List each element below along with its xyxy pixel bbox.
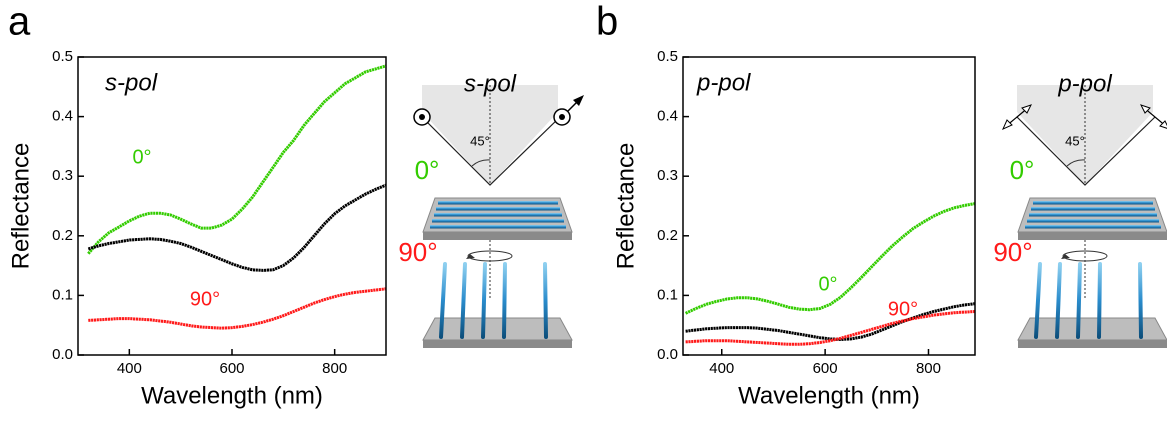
x-tick-label: 600 [219, 360, 244, 377]
series-label: 0° [132, 146, 151, 168]
x-tick-label: 800 [322, 360, 347, 377]
y-tick-label: 0.4 [657, 108, 678, 125]
series-label: 90° [888, 298, 918, 320]
plot-frame [78, 57, 386, 355]
diagram-title: p-pol [1057, 70, 1112, 97]
panel-letter: a [8, 0, 31, 44]
y-tick-label: 0.4 [52, 108, 73, 125]
y-tick-label: 0.2 [657, 227, 678, 244]
y-tick-label: 0.3 [52, 167, 73, 184]
figure: s-pol 45° 0° 90° p-pol 45° 0° 90° a b 0.… [0, 0, 1167, 423]
x-tick-label: 400 [709, 360, 734, 377]
diagram-angle: 45° [1065, 133, 1085, 148]
x-axis-title: Wavelength (nm) [141, 382, 323, 409]
plot-frame [683, 57, 975, 355]
y-axis-title: Reflectance [7, 143, 34, 270]
y-tick-label: 0.0 [657, 346, 678, 363]
data-line [686, 304, 975, 340]
x-tick-label: 600 [813, 360, 838, 377]
y-tick-label: 0.0 [52, 346, 73, 363]
data-line [88, 289, 386, 328]
diagram-angle: 45° [470, 133, 490, 148]
panel-letter: b [596, 0, 618, 44]
y-tick-label: 0.1 [52, 286, 73, 303]
series-label: 90° [190, 288, 220, 310]
y-tick-label: 0.5 [52, 48, 73, 65]
y-axis-title: Reflectance [612, 143, 639, 270]
diagram-b: p-pol 45° 0° 90° [993, 70, 1167, 348]
y-tick-label: 0.2 [52, 227, 73, 244]
x-axis-title: Wavelength (nm) [738, 382, 920, 409]
diagram-label-0: 0° [415, 155, 440, 185]
diagram-label-90: 90° [993, 237, 1032, 267]
diagram-label-0: 0° [1010, 155, 1035, 185]
diagram-label-90: 90° [398, 237, 437, 267]
y-tick-label: 0.3 [657, 167, 678, 184]
data-line [686, 204, 975, 314]
plot-title: p-pol [696, 69, 751, 96]
x-tick-label: 800 [916, 360, 941, 377]
x-tick-label: 400 [117, 360, 142, 377]
y-tick-label: 0.5 [657, 48, 678, 65]
diagram-a: s-pol 45° 0° 90° [398, 70, 584, 348]
series-label: 0° [818, 273, 837, 295]
diagram-title: s-pol [464, 70, 517, 97]
plot-title: s-pol [105, 69, 158, 96]
y-tick-label: 0.1 [657, 286, 678, 303]
data-line [88, 185, 386, 270]
